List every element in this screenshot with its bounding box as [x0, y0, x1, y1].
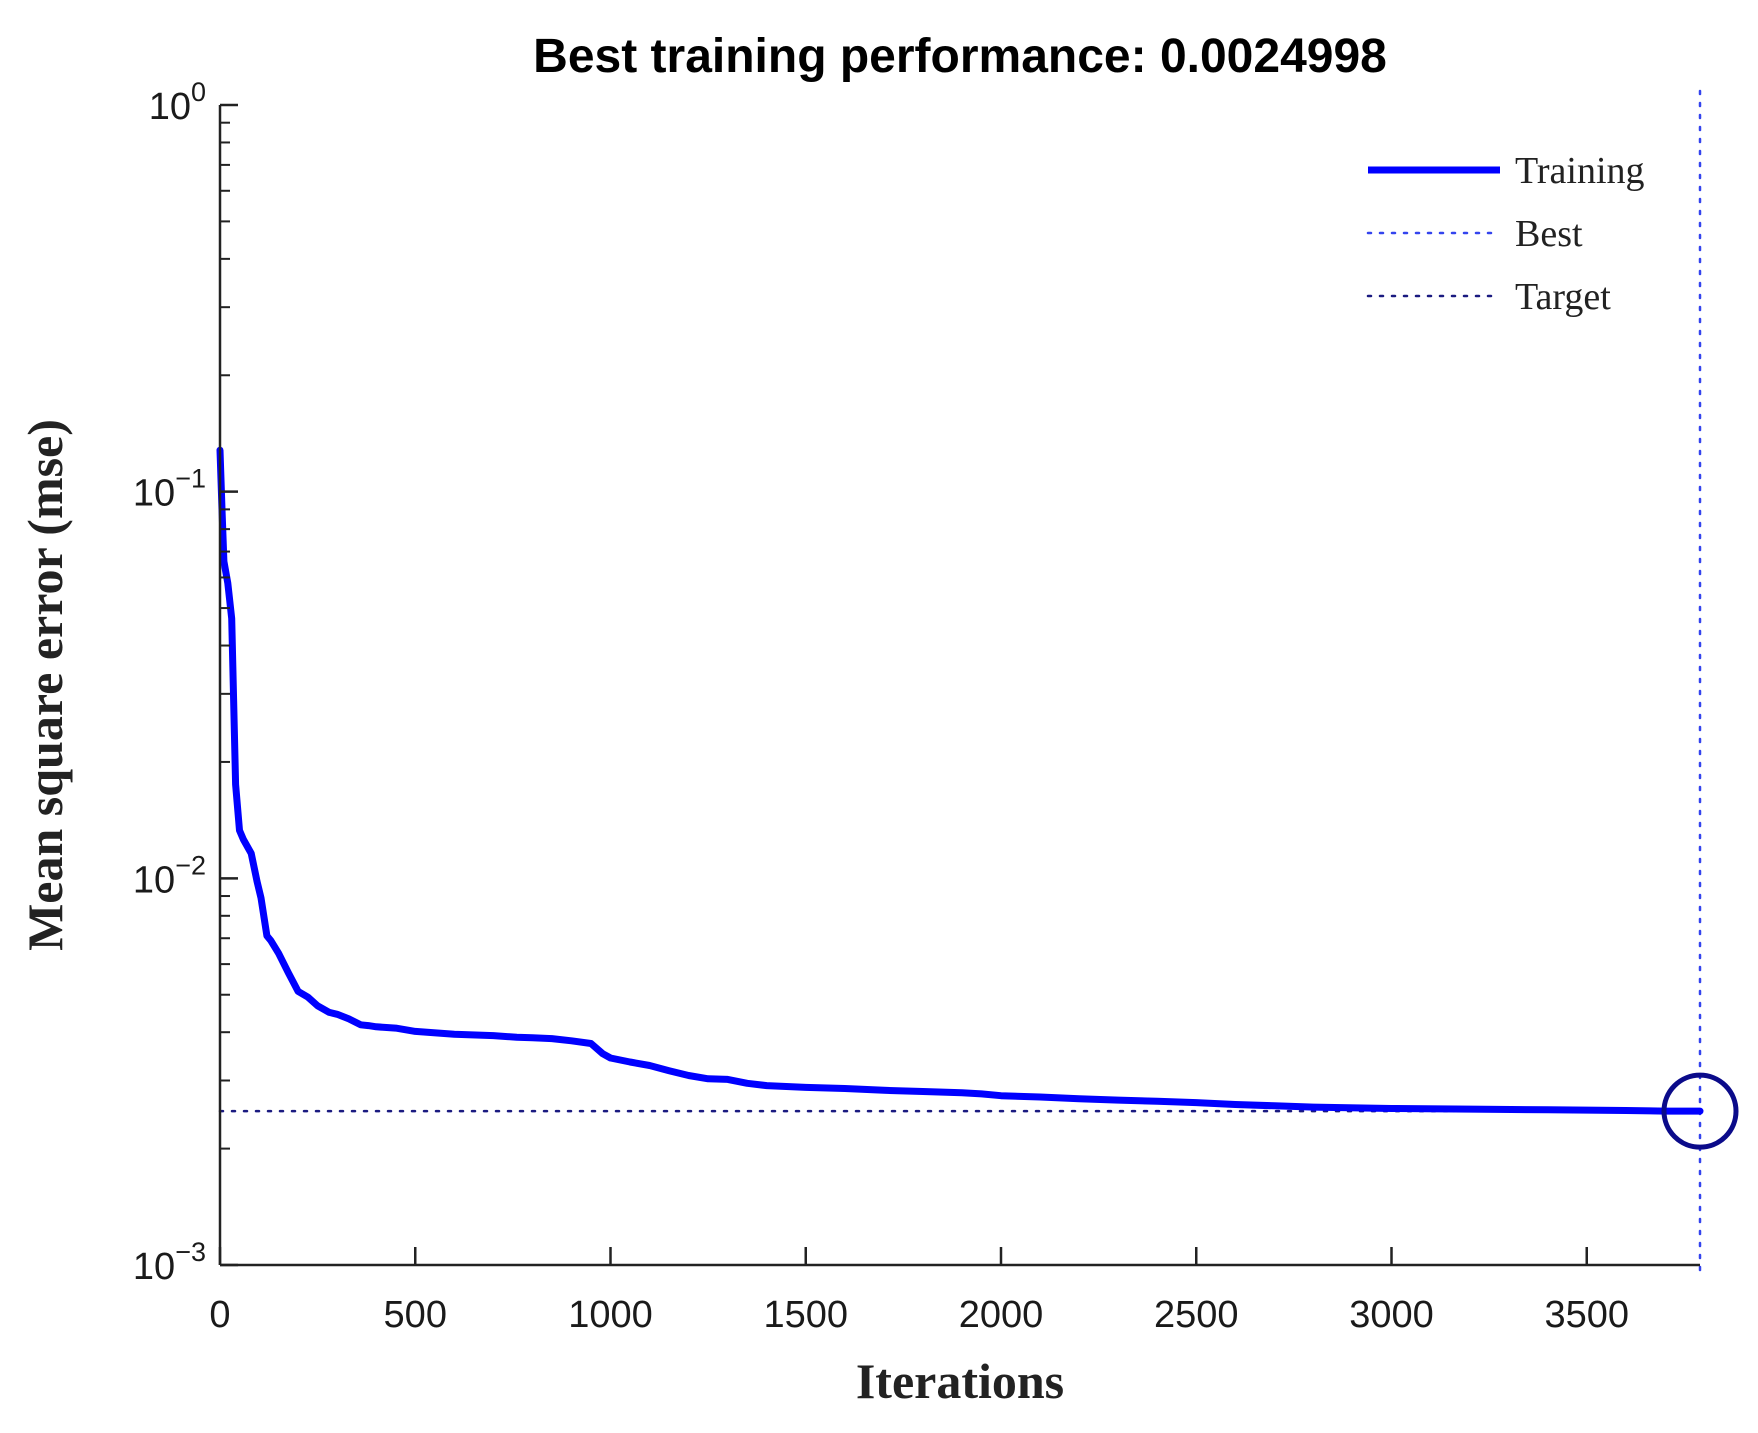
- x-tick-label: 500: [384, 1294, 447, 1336]
- best-point-marker: [1661, 1072, 1739, 1150]
- x-tick-label: 3500: [1544, 1294, 1629, 1336]
- y-tick-label: 100: [149, 77, 206, 128]
- plot-area: [216, 88, 1739, 1272]
- x-tick-label: 2500: [1154, 1294, 1239, 1336]
- x-axis-label: Iterations: [856, 1353, 1064, 1409]
- y-tick-label: 10−1: [133, 464, 206, 515]
- x-tick-label: 0: [209, 1294, 230, 1336]
- legend: Training Best Target: [1366, 150, 1645, 318]
- y-axis-label: Mean square error (mse): [17, 419, 73, 951]
- series-line-training: [216, 446, 1704, 1115]
- x-tick-label: 1000: [568, 1294, 653, 1336]
- legend-label-best: Best: [1515, 213, 1583, 255]
- legend-label-training: Training: [1515, 150, 1645, 192]
- x-tick-label: 3000: [1349, 1294, 1434, 1336]
- y-axis-ticks: 10−3 10−2 10−1 100: [133, 77, 238, 1288]
- y-tick-label: 10−3: [133, 1237, 206, 1288]
- y-tick-label: 10−2: [133, 850, 206, 901]
- x-axis-ticks: 0 500 1000 1500 2000 2500 3000 3500: [209, 1247, 1629, 1336]
- x-tick-label: 2000: [959, 1294, 1044, 1336]
- chart-title: Best training performance: 0.0024998: [533, 30, 1387, 83]
- legend-label-target: Target: [1515, 276, 1611, 318]
- x-tick-label: 1500: [763, 1294, 848, 1336]
